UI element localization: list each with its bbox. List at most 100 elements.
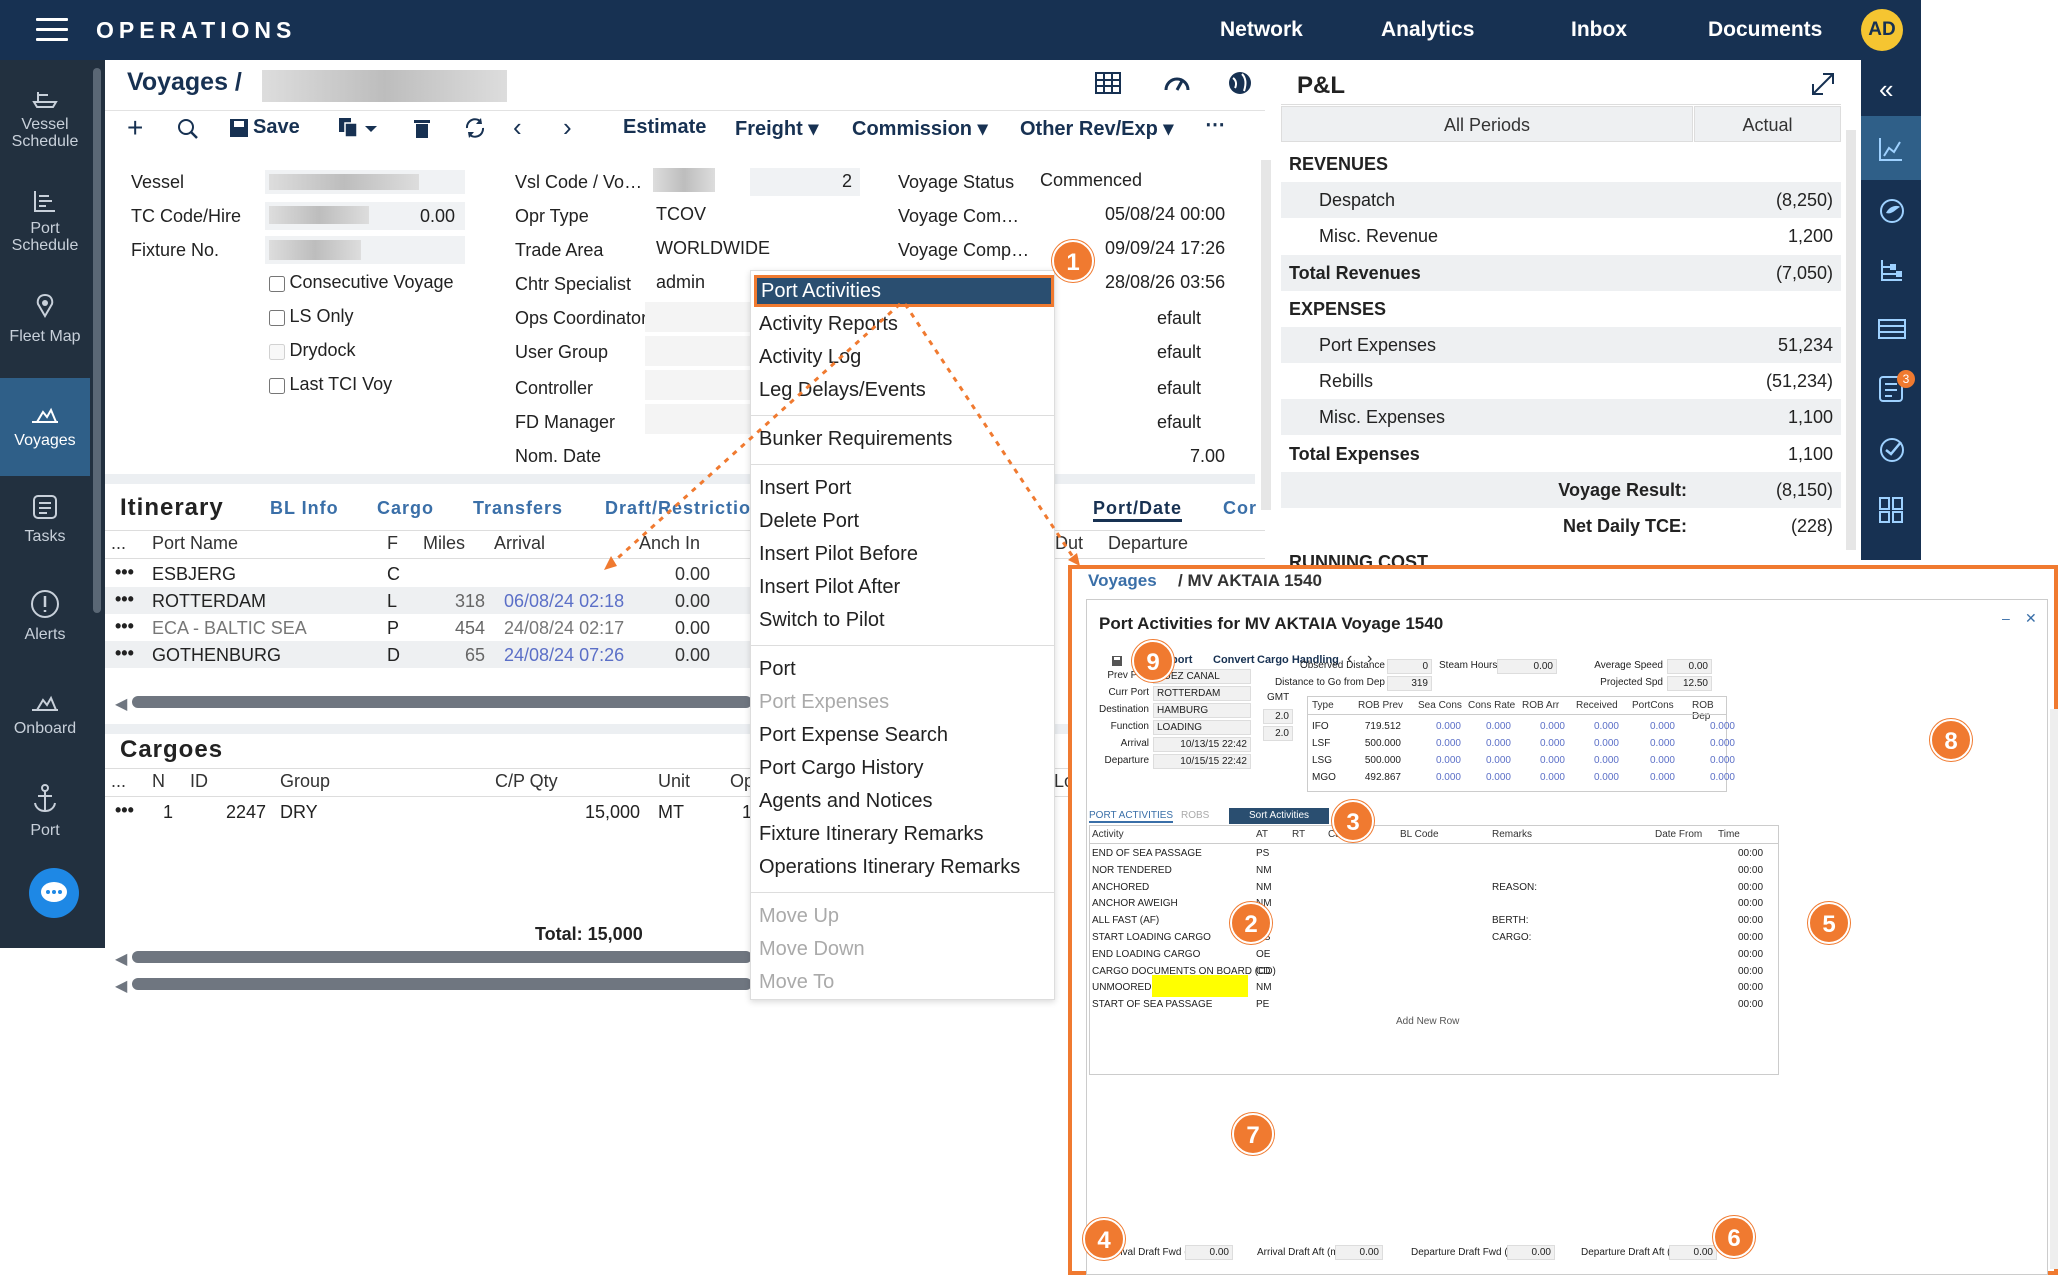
nav-port[interactable]: Port (0, 782, 90, 839)
tab-port-date[interactable]: Port/Date (1093, 498, 1183, 522)
dashboard-icon[interactable] (1878, 496, 1904, 524)
row-menu-icon[interactable]: ••• (115, 589, 134, 609)
row-menu-icon[interactable]: ••• (115, 800, 134, 820)
copy-icon[interactable] (337, 116, 381, 140)
pa-prev-icon[interactable]: ‹ (1347, 650, 1353, 667)
nav-port-schedule[interactable]: Port Schedule (0, 188, 90, 254)
row-menu-icon[interactable]: ••• (115, 643, 134, 663)
bunker-value[interactable]: 0.000 (1539, 738, 1565, 749)
bunker-value[interactable]: 0.000 (1709, 738, 1735, 749)
default-value[interactable]: efault (1157, 308, 1202, 328)
activity-time[interactable]: 00:00 (1738, 999, 1764, 1011)
draft-field[interactable]: 0.00 (1335, 1245, 1383, 1260)
pa-info-field[interactable]: HAMBURG (1153, 703, 1251, 718)
nav-vessel-schedule[interactable]: Vessel Schedule (0, 86, 90, 150)
tab-port-activities[interactable]: PORT ACTIVITIES (1089, 810, 1174, 823)
vessel-field[interactable] (265, 170, 465, 194)
activity-name[interactable]: CARGO DOCUMENTS ON BOARD (CD) (1092, 965, 1276, 977)
checklist-icon[interactable] (1878, 375, 1904, 403)
menu-item-ops-remarks[interactable]: Operations Itinerary Remarks (759, 856, 1021, 878)
bunker-value[interactable]: 0.000 (1435, 755, 1461, 766)
menu-item-activity-reports[interactable]: Activity Reports (759, 313, 898, 335)
leaf-icon[interactable] (1878, 197, 1906, 225)
menu-item-port-expense-search[interactable]: Port Expense Search (759, 724, 948, 746)
bunker-value[interactable]: 0.000 (1593, 755, 1619, 766)
search-icon[interactable] (177, 118, 199, 140)
default-value[interactable]: efault (1157, 342, 1202, 362)
pa-next-icon[interactable]: › (1367, 650, 1373, 667)
observed-distance-field[interactable]: 0 (1387, 659, 1432, 674)
itinerary-row[interactable] (105, 614, 755, 641)
bunker-value[interactable]: 500.000 (1364, 738, 1401, 749)
average-speed-field[interactable]: 0.00 (1667, 659, 1712, 674)
distance-to-go-field[interactable]: 319 (1387, 676, 1432, 691)
scroll-left-icon[interactable]: ◀ (115, 696, 128, 713)
cargo-id[interactable]: 2247 (226, 802, 267, 822)
tab-transfers[interactable]: Transfers (473, 498, 564, 518)
port-arrival[interactable]: 24/08/24 07:26 (504, 645, 625, 665)
bunker-value[interactable]: 0.000 (1649, 772, 1675, 783)
check-last-tci[interactable]: Last TCI Voy (269, 374, 392, 395)
checkbox[interactable] (269, 275, 285, 292)
bunker-value[interactable]: 0.000 (1709, 721, 1735, 732)
activity-name[interactable]: START OF SEA PASSAGE (1092, 999, 1213, 1011)
activity-time[interactable]: 00:00 (1738, 932, 1764, 943)
projected-speed-field[interactable]: 12.50 (1667, 676, 1712, 691)
grid-icon[interactable] (1095, 72, 1121, 94)
close-icon[interactable]: ✕ (2025, 610, 2037, 626)
tab-cor[interactable]: Cor (1223, 498, 1257, 518)
itinerary-row[interactable] (105, 587, 755, 614)
bunker-value[interactable]: 0.000 (1435, 721, 1461, 732)
bunker-value[interactable]: 719.512 (1364, 721, 1401, 732)
activity-name[interactable]: NOR TENDERED (1092, 864, 1172, 876)
checkbox[interactable] (269, 309, 285, 326)
tab-bl-info[interactable]: BL Info (270, 498, 339, 518)
default-value[interactable]: efault (1157, 412, 1202, 432)
bunker-value[interactable]: 500.000 (1364, 755, 1401, 766)
nav-inbox[interactable]: Inbox (1571, 18, 1627, 41)
arrival-gmt[interactable]: 2.0 (1263, 709, 1293, 724)
nav-analytics[interactable]: Analytics (1381, 18, 1475, 41)
row-menu-icon[interactable]: ••• (115, 616, 134, 636)
menu-item-activity-log[interactable]: Activity Log (759, 346, 862, 368)
menu-item-delete-port[interactable]: Delete Port (759, 510, 860, 532)
bunker-value[interactable]: 0.000 (1435, 772, 1461, 783)
bunker-value[interactable]: 0.000 (1485, 721, 1511, 732)
voyage-status-value[interactable]: Commenced (1040, 170, 1143, 190)
activity-time[interactable]: 00:00 (1738, 915, 1764, 927)
activity-remarks[interactable]: BERTH: (1492, 915, 1529, 927)
more-icon[interactable]: ⋯ (1205, 114, 1225, 136)
completed-date[interactable]: 09/09/24 17:26 (1105, 238, 1226, 258)
activity-name[interactable]: START LOADING CARGO (1092, 932, 1211, 943)
other-date[interactable]: 28/08/26 03:56 (1105, 272, 1226, 292)
delete-icon[interactable] (412, 116, 432, 140)
bunker-value[interactable]: 0.000 (1485, 755, 1511, 766)
bunker-value[interactable]: 0.000 (1539, 755, 1565, 766)
freight-button[interactable]: Freight ▾ (735, 116, 818, 141)
menu-item-port-activities[interactable]: Port Activities (754, 275, 1054, 307)
nav-alerts[interactable]: Alerts (0, 588, 90, 643)
nav-network[interactable]: Network (1220, 18, 1303, 41)
chat-icon[interactable] (29, 868, 79, 918)
add-icon[interactable]: + (127, 112, 144, 143)
menu-item-agents-notices[interactable]: Agents and Notices (759, 790, 933, 812)
form-scrollbar[interactable] (1261, 160, 1271, 510)
activity-name[interactable]: UNMOORED (1092, 982, 1152, 994)
vsl-code-field[interactable] (653, 168, 715, 192)
activity-time[interactable]: 00:00 (1738, 965, 1764, 977)
menu-item-insert-port[interactable]: Insert Port (759, 477, 852, 499)
nav-onboard[interactable]: Onboard (0, 692, 90, 737)
activity-time[interactable]: 00:00 (1738, 898, 1764, 910)
minimize-icon[interactable]: – (2002, 610, 2010, 626)
draft-field[interactable]: 0.00 (1669, 1245, 1717, 1260)
activity-name[interactable]: ANCHORED (1092, 881, 1150, 893)
default-value[interactable]: efault (1157, 378, 1202, 398)
save-button[interactable]: Save (253, 116, 300, 138)
speedometer-icon[interactable] (1163, 72, 1191, 94)
pa-info-field[interactable]: 10/13/15 22:42 (1153, 737, 1251, 752)
bunker-value[interactable]: 0.000 (1709, 755, 1735, 766)
expand-icon[interactable] (1809, 70, 1837, 98)
save-icon[interactable] (1111, 655, 1123, 667)
activity-name[interactable]: END OF SEA PASSAGE (1092, 848, 1202, 859)
port-arrival[interactable]: 24/08/24 02:17 (504, 618, 625, 638)
